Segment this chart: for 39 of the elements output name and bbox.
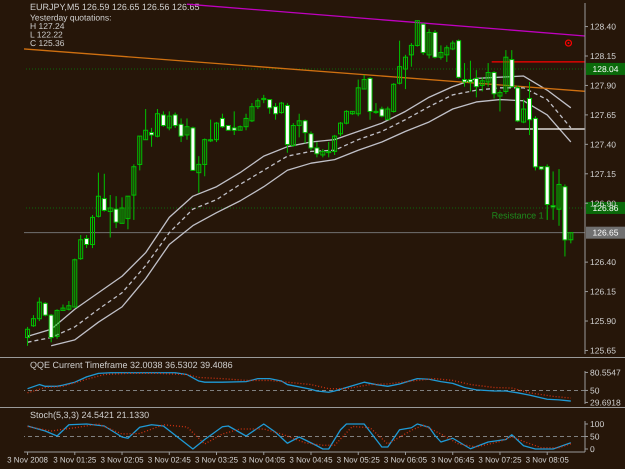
y-tick-label: 100 xyxy=(590,419,604,430)
y-tick-label: 125.65 xyxy=(590,345,616,356)
ref-line-label: 126.65 xyxy=(592,228,619,238)
y-tick-label: 127.90 xyxy=(590,80,616,90)
candlestick xyxy=(25,326,30,346)
x-tick-label: 3 Nov 04:05 xyxy=(242,456,286,465)
x-tick-label: 3 Nov 07:25 xyxy=(478,456,522,465)
y-tick-label: 127.15 xyxy=(590,168,616,179)
x-tick-label: 3 Nov 05:25 xyxy=(336,456,380,465)
y-tick-label: 128.40 xyxy=(590,22,616,32)
x-tick-label: 3 Nov 04:45 xyxy=(289,456,334,465)
annotation: Resistance 1 xyxy=(492,210,544,221)
chart-title: QQE Current Timeframe 32.0038 36.5302 39.4086 xyxy=(30,360,233,370)
y-tick-label: 126.40 xyxy=(590,257,616,268)
y-tick-label: 125.90 xyxy=(590,316,616,326)
chart-title: Stoch(5,3,3) 24.5421 21.1330 xyxy=(30,410,150,420)
y-tick-label: 0 xyxy=(590,444,595,454)
x-tick-label: 3 Nov 01:25 xyxy=(53,456,97,465)
annotation: L 122.22 xyxy=(30,30,64,40)
annotation: H 127.24 xyxy=(30,21,65,31)
annotation: C 125.36 xyxy=(30,38,65,48)
y-tick-label: 127.40 xyxy=(590,139,616,150)
x-tick-label: 3 Nov 02:05 xyxy=(100,456,144,465)
annotation: Yesterday quotations: xyxy=(30,12,112,22)
y-tick-label: 29.6918 xyxy=(590,397,621,408)
y-tick-label: 50 xyxy=(590,385,600,396)
y-tick-label: 50 xyxy=(590,432,600,442)
x-tick-label: 3 Nov 02:45 xyxy=(148,456,192,465)
x-tick-label: 3 Nov 08:05 xyxy=(526,456,570,465)
x-tick-label: 3 Nov 06:45 xyxy=(431,456,475,465)
y-tick-label: 126.15 xyxy=(590,286,616,297)
x-tick-label: 3 Nov 03:25 xyxy=(194,456,239,465)
ref-line-label: 128.04 xyxy=(592,64,619,74)
candlestick xyxy=(131,164,136,220)
y-tick-label: 128.15 xyxy=(590,51,616,62)
x-tick-label: 3 Nov 06:05 xyxy=(384,456,428,465)
y-tick-label: 127.65 xyxy=(590,110,616,120)
y-tick-label: 80.5547 xyxy=(590,367,621,378)
x-tick-label: 3 Nov 2008 xyxy=(7,456,49,465)
